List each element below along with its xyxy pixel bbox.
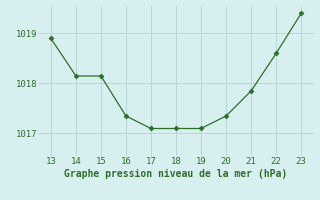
X-axis label: Graphe pression niveau de la mer (hPa): Graphe pression niveau de la mer (hPa) — [64, 169, 288, 179]
